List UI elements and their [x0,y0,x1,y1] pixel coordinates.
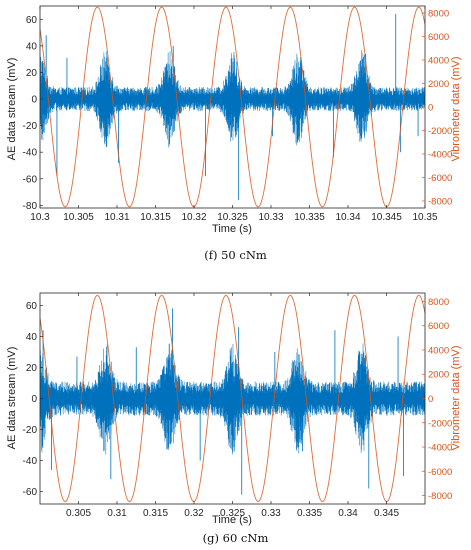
x-tick-label: 10.33 [258,212,283,223]
axes-frame [39,5,426,209]
tick-labels: 0.305 0.31 0.315 0.32 0.325 0.33 0.335 0.34 0.34… [23,297,453,519]
x-tick-label: 0.305 [66,508,91,519]
plot-area [40,294,425,503]
x-tick-label: 10.335 [294,212,325,223]
x-axis-label: Time (s) [212,514,252,526]
y-left-tick-label: -40 [23,456,38,467]
x-axis-label: Time (s) [212,223,252,235]
x-tick-label: 10.34 [335,212,360,223]
y-right-tick-label: 4000 [428,56,449,67]
ae-data-series [40,50,425,148]
y-left-tick-label: 0 [31,394,37,405]
y-right-tick-label: 4000 [428,345,449,356]
y-left-tick-label: -20 [23,425,38,436]
x-tick-label: 0.335 [297,508,322,519]
x-tick-label: 10.305 [63,212,94,223]
chart-panel-f: 10.3 10.305 10.31 10.315 10.32 10.325 10.33 10.… [6,5,462,235]
y-left-tick-label: 20 [26,68,38,79]
y-left-tick-label: 60 [26,15,38,26]
x-tick-label: 0.34 [338,508,358,519]
x-tick-label: 0.345 [374,508,399,519]
y-right-tick-label: -6000 [428,173,452,184]
x-tick-label: 10.3 [30,212,50,223]
y-left-tick-label: 40 [26,41,38,52]
y-axis-left-label: AE data stream (mV) [6,347,18,450]
x-tick-label: 10.315 [140,212,171,223]
panel-f-caption: (f) 50 cNm [204,248,267,262]
y-right-tick-label: 8000 [428,9,449,20]
y-axis-right-label: Vibrometer data (mV) [450,57,462,162]
x-tick-label: 0.31 [107,508,127,519]
x-tick-label: 10.345 [371,212,402,223]
y-right-tick-label: -2000 [428,126,452,137]
plot-area [40,6,425,208]
y-right-tick-label: 6000 [428,321,449,332]
ae-data-series [40,343,425,455]
y-right-tick-label: -8000 [428,196,452,207]
y-left-tick-label: -40 [23,148,38,159]
y-right-tick-label: -8000 [428,491,452,502]
x-tick-label: 0.315 [143,508,168,519]
y-axis-left-label: AE data stream (mV) [6,58,18,161]
x-tick-label: 10.31 [104,212,129,223]
x-tick-label: 10.35 [412,212,437,223]
x-tick-label: 0.32 [184,508,204,519]
y-right-tick-label: 0 [428,103,433,114]
x-tick-label: 0.325 [220,508,245,519]
y-left-tick-label: -60 [23,487,38,498]
chart-panel-g: 0.305 0.31 0.315 0.32 0.325 0.33 0.335 0.34 0.34… [6,292,462,526]
y-right-tick-label: 2000 [428,370,449,381]
y-axis-right-label: Vibrometer data (mV) [450,346,462,451]
y-right-tick-label: -4000 [428,443,452,454]
x-tick-label: 10.325 [217,212,248,223]
panel-g-caption: (g) 60 cNm [202,531,269,545]
y-right-tick-label: 2000 [428,79,449,90]
vibrometer-series [40,294,425,503]
y-right-tick-label: -4000 [428,149,452,160]
x-tick-label: 0.33 [261,508,281,519]
y-left-tick-label: -80 [23,201,38,212]
tick-labels: 10.3 10.305 10.31 10.315 10.32 10.325 10.33 10.… [23,9,453,223]
y-right-tick-label: 6000 [428,32,449,43]
y-left-tick-label: 40 [26,332,38,343]
y-right-tick-label: -6000 [428,467,452,478]
y-right-tick-label: -2000 [428,418,452,429]
y-left-tick-label: -20 [23,121,38,132]
y-left-tick-label: 60 [26,301,38,312]
x-tick-label: 10.32 [181,212,206,223]
axes-frame [39,292,426,505]
vibrometer-series [40,6,425,208]
y-left-tick-label: 0 [31,95,37,106]
y-left-tick-label: 20 [26,363,38,374]
y-right-tick-label: 0 [428,394,433,405]
y-left-tick-label: -60 [23,174,38,185]
y-right-tick-label: 8000 [428,297,449,308]
